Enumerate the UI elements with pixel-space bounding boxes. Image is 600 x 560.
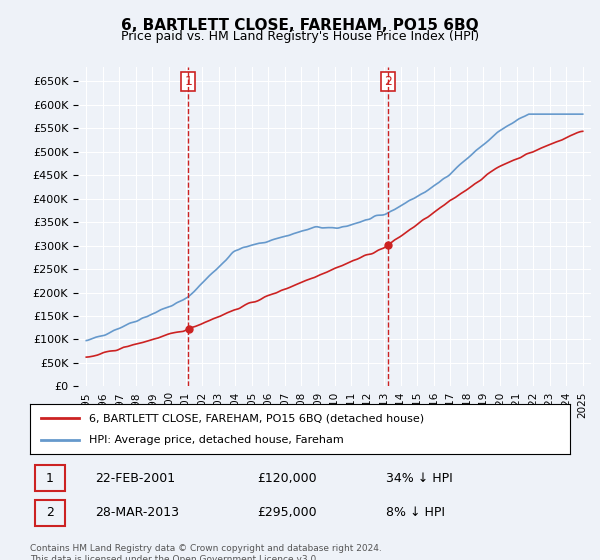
Text: 22-FEB-2001: 22-FEB-2001 [95,472,175,484]
Text: 2: 2 [46,506,54,519]
Text: 1: 1 [184,75,192,88]
Text: 2: 2 [385,75,392,88]
Text: 28-MAR-2013: 28-MAR-2013 [95,506,179,519]
Bar [35,500,65,526]
Text: 8% ↓ HPI: 8% ↓ HPI [386,506,445,519]
Text: 6, BARTLETT CLOSE, FAREHAM, PO15 6BQ (detached house): 6, BARTLETT CLOSE, FAREHAM, PO15 6BQ (de… [89,413,425,423]
Text: 6, BARTLETT CLOSE, FAREHAM, PO15 6BQ: 6, BARTLETT CLOSE, FAREHAM, PO15 6BQ [121,18,479,34]
Text: 34% ↓ HPI: 34% ↓ HPI [386,472,453,484]
Text: £120,000: £120,000 [257,472,316,484]
Bar [35,465,65,491]
Text: HPI: Average price, detached house, Fareham: HPI: Average price, detached house, Fare… [89,435,344,445]
Text: 1: 1 [46,472,54,484]
Text: Price paid vs. HM Land Registry's House Price Index (HPI): Price paid vs. HM Land Registry's House … [121,30,479,43]
Text: Contains HM Land Registry data © Crown copyright and database right 2024.
This d: Contains HM Land Registry data © Crown c… [30,544,382,560]
Text: £295,000: £295,000 [257,506,316,519]
